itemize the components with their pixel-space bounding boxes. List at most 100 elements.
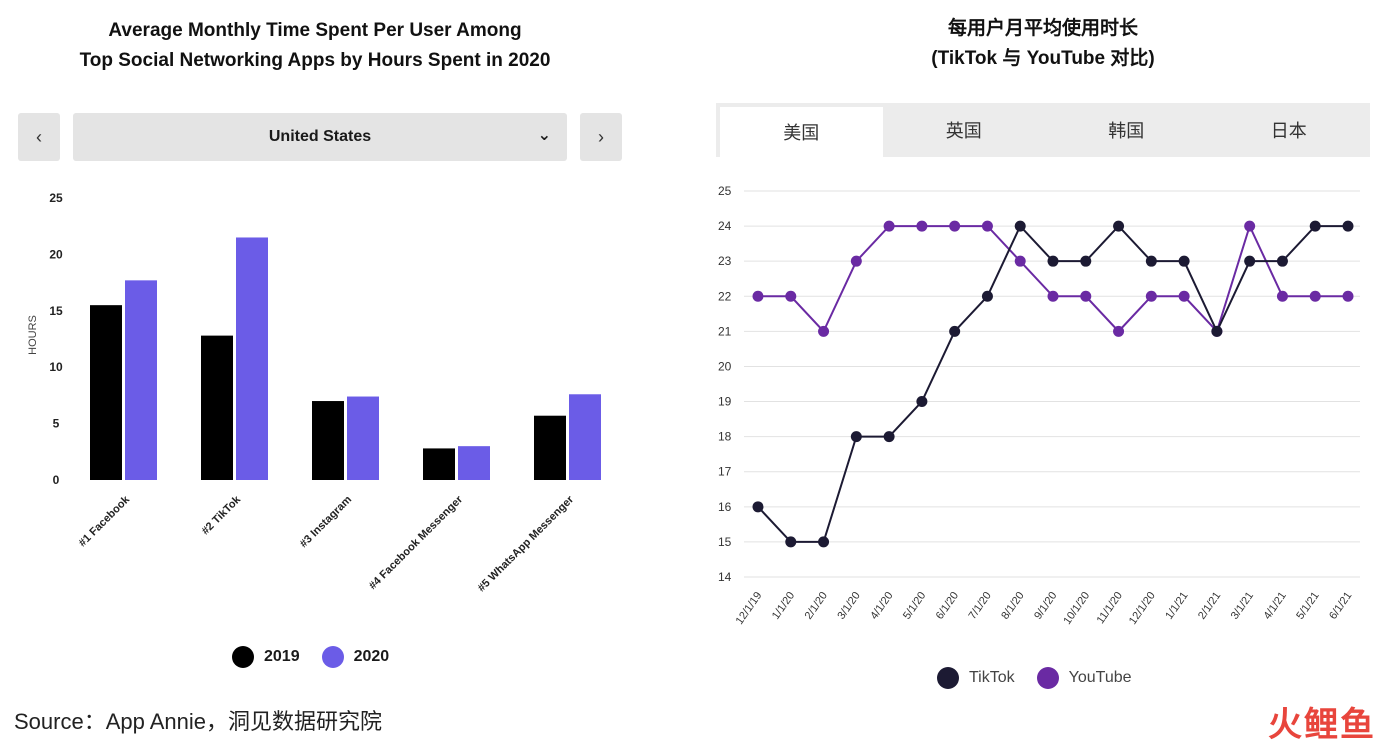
bar-2019-2-tiktok [201, 335, 233, 480]
x-tick-label: 1/1/20 [770, 590, 797, 622]
bar-chart-title-line1: Average Monthly Time Spent Per User Amon… [108, 20, 522, 41]
y-tick-label: 15 [49, 304, 63, 318]
legend-tiktok-swatch [937, 667, 959, 689]
legend-youtube-label: YouTube [1068, 669, 1132, 686]
point-tiktok [1276, 255, 1288, 267]
x-tick-label: 6/1/20 [934, 590, 961, 622]
bar-chart-legend: 2019 2020 [232, 646, 389, 668]
tab-japan[interactable]: 日本 [1270, 121, 1307, 141]
y-tick-label: 21 [718, 324, 732, 338]
x-tick-label: 3/1/20 [835, 590, 862, 622]
x-tick-label: #3 Instagram [298, 493, 355, 550]
point-youtube [1309, 290, 1321, 302]
y-tick-label: 25 [49, 191, 63, 205]
x-tick-label: 8/1/20 [999, 590, 1026, 622]
point-tiktok [785, 536, 797, 548]
legend-tiktok-label: TikTok [969, 669, 1015, 686]
next-country-button[interactable]: › [580, 113, 622, 161]
bar-2019-5-whatsapp-messenger [534, 415, 566, 480]
point-youtube [752, 290, 764, 302]
point-tiktok [1080, 255, 1092, 267]
bar-2020-2-tiktok [236, 237, 268, 480]
bar-chart-title-line2: Top Social Networking Apps by Hours Spen… [79, 50, 551, 71]
y-tick-label: 18 [718, 430, 732, 444]
bar-2019-1-facebook [90, 305, 122, 480]
point-tiktok [949, 325, 961, 337]
x-tick-label: 5/1/20 [901, 590, 928, 622]
line-chart-title: 每用户月平均使用时长 (TikTok 与 YouTube 对比) [716, 14, 1370, 74]
point-youtube [1276, 290, 1288, 302]
x-tick-label: 7/1/20 [967, 590, 994, 622]
point-tiktok [1145, 255, 1157, 267]
point-youtube [785, 290, 797, 302]
point-tiktok [1178, 255, 1190, 267]
bar-2020-4-facebook-messenger [458, 446, 490, 480]
point-youtube [1047, 290, 1059, 302]
point-youtube [818, 325, 830, 337]
series-line-youtube [758, 223, 1348, 334]
point-tiktok [818, 536, 830, 548]
legend-2020-label: 2020 [353, 648, 390, 665]
y-tick-label: 25 [718, 184, 732, 198]
bar-chart: 0 5 10 15 20 25 HOURS #1 Facebook #2 TikTok #3 In… [27, 191, 601, 594]
x-tick-label: 9/1/20 [1032, 590, 1059, 622]
x-tick-label: #1 Facebook [77, 493, 133, 549]
line-chart-title-line1: 每用户月平均使用时长 [947, 18, 1138, 39]
x-tick-label: #5 WhatsApp Messenger [476, 493, 577, 594]
bar-2020-5-whatsapp-messenger [569, 394, 601, 480]
y-tick-label: 19 [718, 395, 732, 409]
line-chart-legend: TikTok YouTube [937, 667, 1132, 689]
x-tick-label: 11/1/20 [1095, 590, 1125, 626]
bar-2020-1-facebook [125, 280, 157, 480]
point-youtube [981, 220, 993, 232]
point-tiktok [1047, 255, 1059, 267]
point-youtube [1014, 255, 1026, 267]
legend-2020-swatch [321, 646, 344, 668]
legend-youtube-swatch [1036, 667, 1059, 689]
y-tick-label: 20 [49, 247, 63, 261]
y-tick-label: 5 [53, 417, 60, 431]
line-chart-title-line2: (TikTok 与 YouTube 对比) [931, 48, 1155, 69]
bar-2020-3-instagram [347, 396, 379, 480]
x-tick-label: #4 Facebook Messenger [367, 493, 466, 592]
y-tick-label: 0 [53, 473, 60, 487]
tab-us[interactable]: 美国 [720, 107, 883, 157]
point-tiktok [981, 290, 993, 302]
x-tick-label: 5/1/21 [1294, 590, 1321, 622]
bar-2019-3-instagram [312, 401, 344, 480]
source-note: Source：App Annie，洞见数据研究院 [14, 709, 383, 734]
x-tick-label: 12/1/20 [1127, 590, 1158, 627]
prev-country-button[interactable]: ‹ [18, 113, 60, 161]
point-tiktok [1211, 325, 1223, 337]
y-tick-label: 15 [718, 535, 732, 549]
point-youtube [1178, 290, 1190, 302]
legend-2019-label: 2019 [264, 648, 300, 665]
x-tick-label: 2/1/20 [803, 590, 830, 622]
y-tick-label: 10 [49, 360, 63, 374]
x-tick-label: 6/1/21 [1327, 590, 1354, 622]
point-youtube [1080, 290, 1092, 302]
point-youtube [1342, 290, 1354, 302]
x-tick-label: 10/1/20 [1061, 590, 1092, 627]
y-tick-label: 23 [718, 254, 732, 268]
point-tiktok [850, 431, 862, 443]
point-tiktok [1113, 220, 1125, 232]
point-tiktok [1244, 255, 1256, 267]
chevron-left-icon: ‹ [36, 126, 42, 147]
point-tiktok [1309, 220, 1321, 232]
y-tick-label: 22 [718, 289, 732, 303]
y-tick-label: 17 [718, 465, 732, 479]
x-tick-label: 3/1/21 [1229, 590, 1256, 622]
tab-uk[interactable]: 英国 [945, 121, 982, 141]
point-youtube [883, 220, 895, 232]
brand-watermark: 火鲤鱼 [1268, 706, 1376, 744]
point-youtube [1244, 220, 1256, 232]
country-select[interactable]: United States ⌄ [73, 113, 567, 161]
legend-2019-swatch [232, 646, 254, 668]
tab-korea[interactable]: 韩国 [1108, 121, 1145, 141]
x-tick-label: #2 TikTok [199, 493, 243, 537]
point-youtube [850, 255, 862, 267]
x-tick-label: 1/1/21 [1163, 590, 1190, 622]
point-tiktok [883, 431, 895, 443]
